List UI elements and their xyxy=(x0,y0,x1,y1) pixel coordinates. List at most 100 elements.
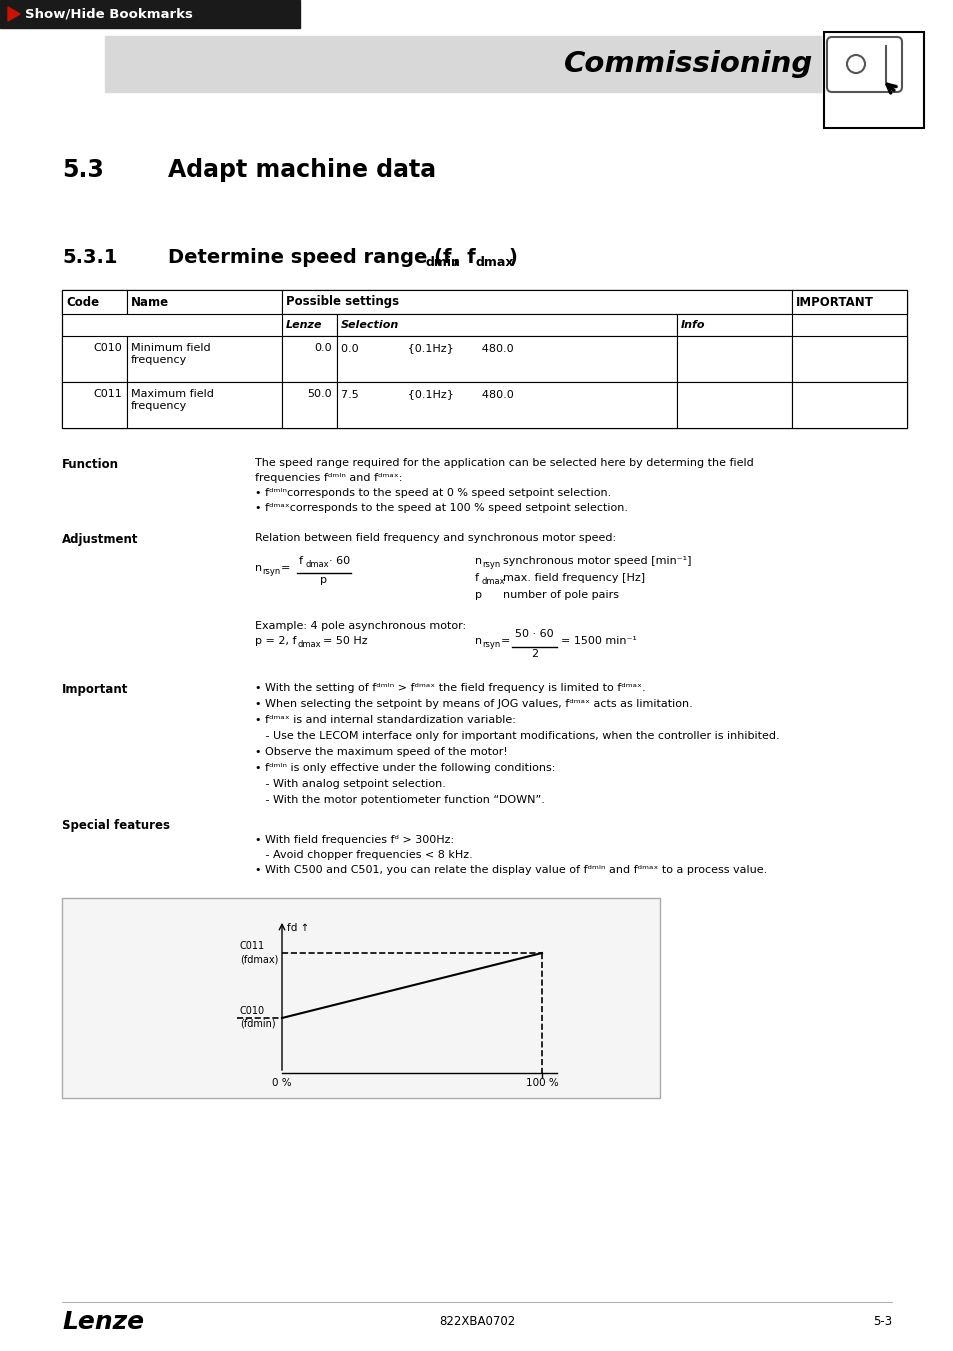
Text: 2: 2 xyxy=(531,648,537,659)
Bar xyxy=(823,32,923,128)
Text: 5.3.1: 5.3.1 xyxy=(62,249,117,267)
Text: rsyn: rsyn xyxy=(262,567,280,576)
Bar xyxy=(791,382,906,428)
Text: Relation between field frequency and synchronous motor speed:: Relation between field frequency and syn… xyxy=(254,534,616,543)
Text: rsyn: rsyn xyxy=(481,561,499,569)
Text: Important: Important xyxy=(62,684,129,696)
Text: n: n xyxy=(475,636,481,646)
Text: ON: ON xyxy=(859,101,887,119)
Text: , f: , f xyxy=(453,249,476,267)
Bar xyxy=(282,290,791,313)
Text: Maximum field
frequency: Maximum field frequency xyxy=(131,389,213,411)
Bar xyxy=(282,313,336,336)
Bar xyxy=(282,382,336,428)
FancyBboxPatch shape xyxy=(826,36,901,92)
Text: 100 %: 100 % xyxy=(525,1078,558,1088)
Bar xyxy=(127,290,282,313)
Text: dmin: dmin xyxy=(426,255,460,269)
Text: dmax: dmax xyxy=(297,640,321,648)
Bar xyxy=(62,290,127,313)
Text: • With field frequencies fᵈ > 300Hz:: • With field frequencies fᵈ > 300Hz: xyxy=(254,835,454,844)
Text: Possible settings: Possible settings xyxy=(286,296,398,308)
Text: dmax: dmax xyxy=(306,561,330,569)
Bar xyxy=(677,313,791,336)
Bar xyxy=(677,336,791,382)
Bar xyxy=(336,382,677,428)
Text: · 60: · 60 xyxy=(329,557,350,566)
Text: • With the setting of fᵈᵐᴵⁿ > fᵈᵐᵃˣ the field frequency is limited to fᵈᵐᵃˣ.: • With the setting of fᵈᵐᴵⁿ > fᵈᵐᵃˣ the … xyxy=(254,684,645,693)
Text: 5.3: 5.3 xyxy=(62,158,104,182)
Text: Name: Name xyxy=(131,296,169,308)
Text: 50 · 60: 50 · 60 xyxy=(515,630,553,639)
Text: 5-3: 5-3 xyxy=(872,1315,891,1328)
Text: 50.0: 50.0 xyxy=(307,389,332,399)
Text: - Avoid chopper frequencies < 8 kHz.: - Avoid chopper frequencies < 8 kHz. xyxy=(254,850,473,861)
Text: Selection: Selection xyxy=(340,320,399,330)
Text: p: p xyxy=(319,576,327,585)
Bar xyxy=(62,336,127,382)
Text: • When selecting the setpoint by means of JOG values, fᵈᵐᵃˣ acts as limitation.: • When selecting the setpoint by means o… xyxy=(254,698,692,709)
Text: =: = xyxy=(281,563,290,573)
Text: Special features: Special features xyxy=(62,819,170,832)
Text: • With C500 and C501, you can relate the display value of fᵈᵐᴵⁿ and fᵈᵐᵃˣ to a p: • With C500 and C501, you can relate the… xyxy=(254,865,766,875)
Bar xyxy=(791,336,906,382)
Text: p: p xyxy=(475,590,481,600)
Text: dmax: dmax xyxy=(476,255,514,269)
Text: (fdmin): (fdmin) xyxy=(240,1019,275,1029)
Text: frequencies fᵈᵐᴵⁿ and fᵈᵐᵃˣ:: frequencies fᵈᵐᴵⁿ and fᵈᵐᵃˣ: xyxy=(254,473,402,484)
Text: The speed range required for the application can be selected here by determing t: The speed range required for the applica… xyxy=(254,458,753,467)
Bar xyxy=(0,0,299,28)
Text: number of pole pairs: number of pole pairs xyxy=(502,590,618,600)
Bar xyxy=(62,898,659,1098)
Bar xyxy=(62,382,127,428)
Text: 822XBA0702: 822XBA0702 xyxy=(438,1315,515,1328)
Text: C011: C011 xyxy=(240,942,265,951)
Text: Adjustment: Adjustment xyxy=(62,534,138,546)
Text: rsyn: rsyn xyxy=(481,640,499,648)
Text: C011: C011 xyxy=(93,389,122,399)
Text: synchronous motor speed [min⁻¹]: synchronous motor speed [min⁻¹] xyxy=(502,557,691,566)
Bar xyxy=(677,382,791,428)
Text: Lenze: Lenze xyxy=(62,1310,144,1333)
Text: = 50 Hz: = 50 Hz xyxy=(323,636,367,646)
Bar xyxy=(336,313,677,336)
Text: - With the motor potentiometer function “DOWN”.: - With the motor potentiometer function … xyxy=(254,794,544,805)
Text: fd ↑: fd ↑ xyxy=(287,923,309,934)
Text: dmax: dmax xyxy=(481,577,505,586)
Text: C010: C010 xyxy=(240,1006,265,1016)
Text: C010: C010 xyxy=(93,343,122,353)
Text: =: = xyxy=(500,636,510,646)
Text: Function: Function xyxy=(62,458,119,471)
Bar xyxy=(336,336,677,382)
Text: f: f xyxy=(298,557,303,566)
Text: 0 %: 0 % xyxy=(272,1078,292,1088)
Text: 0.0              {0.1Hz}        480.0: 0.0 {0.1Hz} 480.0 xyxy=(340,343,513,353)
Text: = 1500 min⁻¹: = 1500 min⁻¹ xyxy=(560,636,637,646)
Text: p = 2, f: p = 2, f xyxy=(254,636,296,646)
Text: n: n xyxy=(475,557,481,566)
Text: Minimum field
frequency: Minimum field frequency xyxy=(131,343,211,365)
Text: Code: Code xyxy=(66,296,99,308)
Text: Info: Info xyxy=(680,320,705,330)
Polygon shape xyxy=(8,7,20,22)
Text: - Use the LECOM interface only for important modifications, when the controller : - Use the LECOM interface only for impor… xyxy=(254,731,779,740)
Text: 7.5              {0.1Hz}        480.0: 7.5 {0.1Hz} 480.0 xyxy=(340,389,514,399)
Text: Show/Hide Bookmarks: Show/Hide Bookmarks xyxy=(25,8,193,20)
Text: • fᵈᵐᴵⁿ is only effective under the following conditions:: • fᵈᵐᴵⁿ is only effective under the foll… xyxy=(254,763,555,773)
Text: - With analog setpoint selection.: - With analog setpoint selection. xyxy=(254,780,445,789)
Text: • fᵈᵐᴵⁿcorresponds to the speed at 0 % speed setpoint selection.: • fᵈᵐᴵⁿcorresponds to the speed at 0 % s… xyxy=(254,488,611,499)
Text: 0.0: 0.0 xyxy=(314,343,332,353)
Text: Determine speed range (f: Determine speed range (f xyxy=(168,249,451,267)
Text: f: f xyxy=(475,573,478,584)
Text: Example: 4 pole asynchronous motor:: Example: 4 pole asynchronous motor: xyxy=(254,621,466,631)
Text: • Observe the maximum speed of the motor!: • Observe the maximum speed of the motor… xyxy=(254,747,507,757)
Text: Lenze: Lenze xyxy=(286,320,322,330)
Text: (fdmax): (fdmax) xyxy=(240,954,278,965)
Bar xyxy=(62,290,906,428)
Bar xyxy=(791,290,906,313)
Bar xyxy=(127,382,282,428)
Bar xyxy=(127,336,282,382)
Text: Adapt machine data: Adapt machine data xyxy=(168,158,436,182)
Text: Commissioning: Commissioning xyxy=(563,50,812,78)
Text: n: n xyxy=(254,563,262,573)
